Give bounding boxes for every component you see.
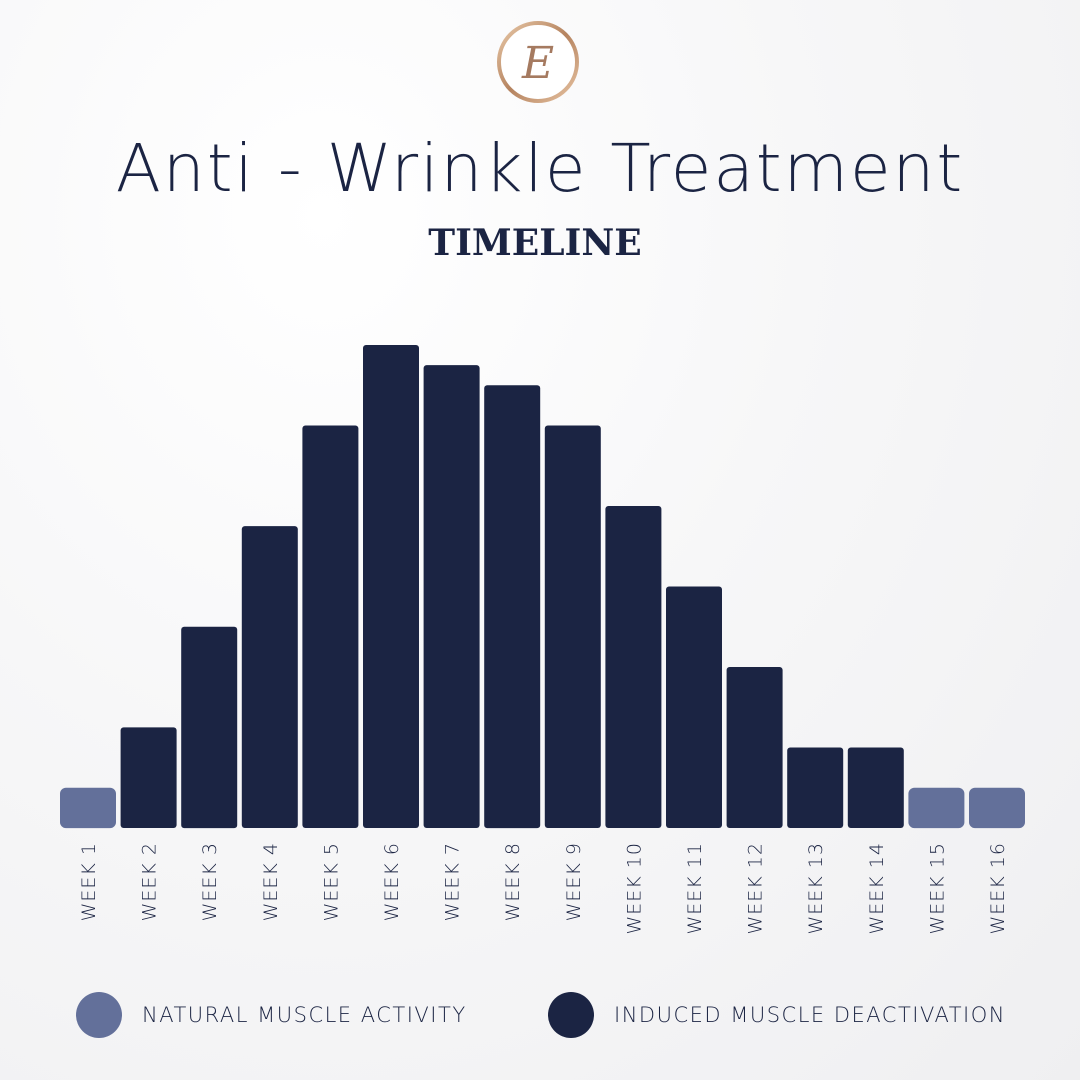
legend-item-natural: NATURAL MUSCLE ACTIVITY [76, 990, 467, 1040]
tick-label-week-1: WEEK 1 [78, 842, 100, 921]
tick-label-week-3: WEEK 3 [199, 842, 221, 921]
tick-label-week-8: WEEK 8 [502, 842, 524, 921]
tick-label-week-9: WEEK 9 [563, 842, 585, 921]
legend-item-induced: INDUCED MUSCLE DEACTIVATION [548, 990, 1006, 1040]
tick-label-week-13: WEEK 13 [805, 842, 827, 934]
legend-label-induced: INDUCED MUSCLE DEACTIVATION [614, 1003, 1006, 1027]
bar-week-7 [423, 365, 480, 828]
bar-week-14 [847, 747, 904, 828]
bar-week-12 [726, 667, 783, 828]
brand-logo: E [497, 21, 579, 103]
legend-dot-natural-icon [76, 992, 122, 1038]
bar-week-2 [120, 727, 177, 828]
tick-label-week-2: WEEK 2 [139, 842, 161, 921]
tick-label-week-6: WEEK 6 [381, 842, 403, 921]
tick-label-week-11: WEEK 11 [684, 842, 706, 934]
tick-label-week-15: WEEK 15 [926, 842, 948, 934]
tick-label-week-16: WEEK 16 [987, 842, 1009, 934]
bar-week-4 [241, 526, 298, 828]
legend-dot-induced-icon [548, 992, 594, 1038]
bar-week-13 [787, 747, 844, 828]
bar-week-15 [908, 787, 965, 829]
bar-week-16 [969, 787, 1025, 829]
page-subtitle: TIMELINE [428, 222, 642, 264]
logo-ring-icon [497, 21, 579, 103]
bar-week-11 [666, 586, 722, 828]
logo-letter: E [521, 38, 554, 89]
bar-week-5 [302, 425, 359, 828]
bar-week-10 [605, 506, 662, 828]
legend-label-natural: NATURAL MUSCLE ACTIVITY [142, 1003, 467, 1027]
bar-week-8 [484, 385, 541, 829]
bar-week-6 [363, 345, 419, 828]
tick-label-week-12: WEEK 12 [745, 842, 767, 934]
bar-week-9 [544, 425, 601, 828]
tick-label-week-4: WEEK 4 [260, 842, 282, 921]
page-title: Anti - Wrinkle Treatment [115, 130, 965, 207]
bar-week-1 [60, 787, 116, 829]
tick-label-week-5: WEEK 5 [320, 842, 342, 921]
tick-label-week-10: WEEK 10 [623, 842, 645, 934]
tick-label-week-14: WEEK 14 [866, 842, 888, 934]
bar-week-3 [181, 626, 238, 829]
tick-label-week-7: WEEK 7 [442, 842, 464, 921]
